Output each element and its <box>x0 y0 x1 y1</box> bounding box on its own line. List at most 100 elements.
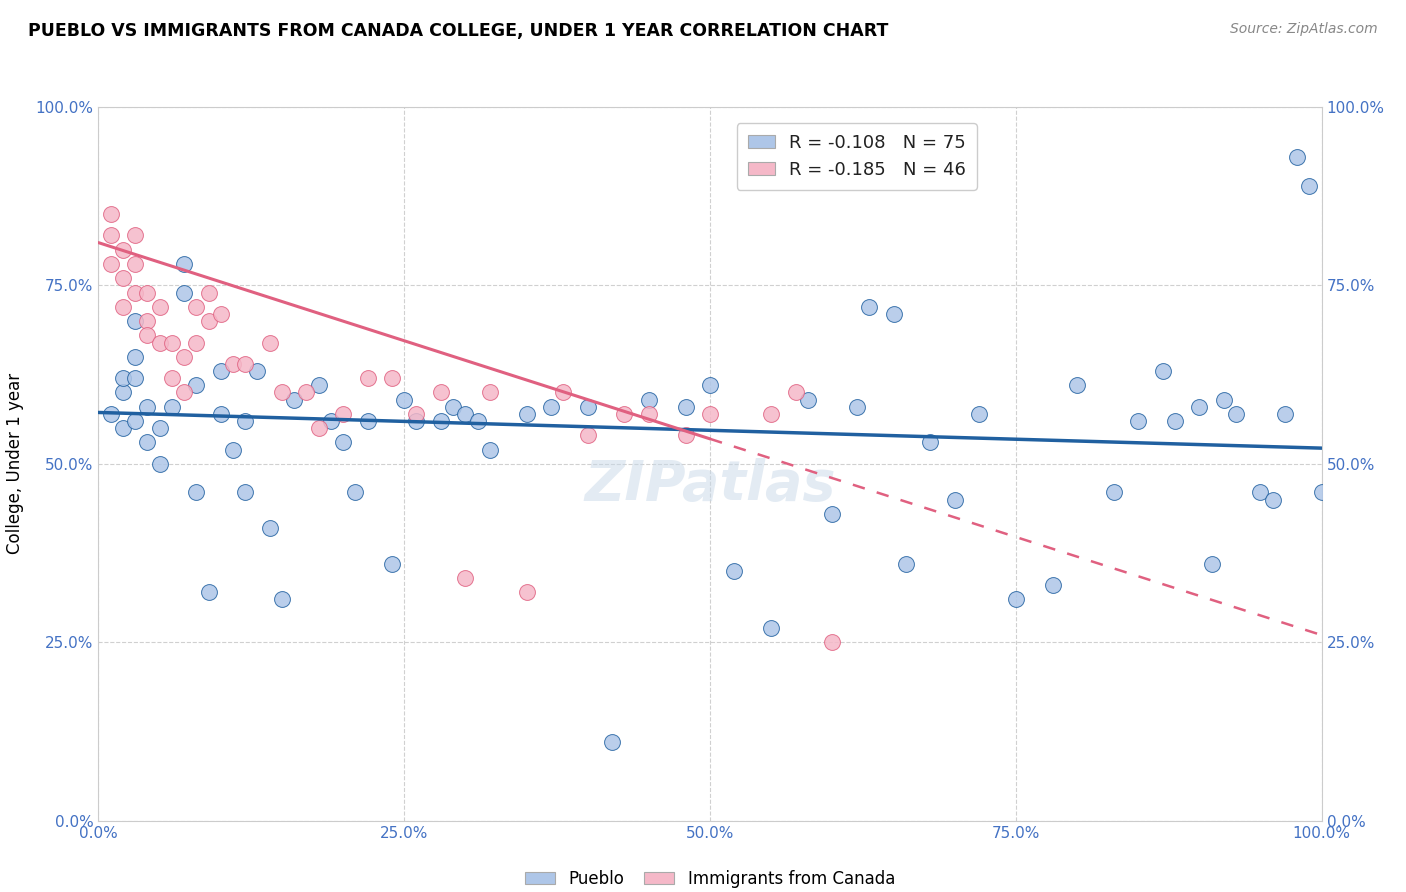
Point <box>283 392 305 407</box>
Text: ZIPatlas: ZIPatlas <box>585 458 835 512</box>
Point <box>246 364 269 378</box>
Point <box>222 357 245 371</box>
Point <box>1298 178 1320 193</box>
Point <box>1225 407 1247 421</box>
Point <box>209 364 232 378</box>
Point <box>111 371 134 385</box>
Point <box>259 521 281 535</box>
Point <box>100 257 122 271</box>
Point <box>761 407 783 421</box>
Point <box>186 378 208 392</box>
Point <box>430 414 453 428</box>
Point <box>136 314 159 328</box>
Point <box>124 285 146 300</box>
Point <box>100 207 122 221</box>
Point <box>111 271 134 285</box>
Point <box>160 371 183 385</box>
Point <box>858 300 880 314</box>
Point <box>1152 364 1174 378</box>
Point <box>467 414 489 428</box>
Point <box>1164 414 1187 428</box>
Point <box>675 400 697 414</box>
Point <box>392 392 416 407</box>
Point <box>100 228 122 243</box>
Point <box>1188 400 1211 414</box>
Point <box>149 457 172 471</box>
Point <box>186 485 208 500</box>
Point <box>233 414 256 428</box>
Point <box>173 285 195 300</box>
Point <box>1128 414 1150 428</box>
Point <box>1274 407 1296 421</box>
Point <box>894 557 917 571</box>
Point <box>920 435 942 450</box>
Point <box>136 328 159 343</box>
Point <box>699 407 721 421</box>
Point <box>441 400 464 414</box>
Point <box>515 585 537 599</box>
Point <box>124 314 146 328</box>
Point <box>149 335 172 350</box>
Text: PUEBLO VS IMMIGRANTS FROM CANADA COLLEGE, UNDER 1 YEAR CORRELATION CHART: PUEBLO VS IMMIGRANTS FROM CANADA COLLEGE… <box>28 22 889 40</box>
Point <box>197 285 219 300</box>
Point <box>699 378 721 392</box>
Point <box>454 407 477 421</box>
Point <box>222 442 245 457</box>
Point <box>136 400 159 414</box>
Point <box>1102 485 1125 500</box>
Point <box>761 621 783 635</box>
Point <box>124 371 146 385</box>
Point <box>1261 492 1284 507</box>
Point <box>638 392 661 407</box>
Point <box>1249 485 1271 500</box>
Point <box>1201 557 1223 571</box>
Y-axis label: College, Under 1 year: College, Under 1 year <box>7 373 24 555</box>
Point <box>111 421 134 435</box>
Point <box>405 407 427 421</box>
Point <box>1286 150 1309 164</box>
Point <box>821 507 844 521</box>
Point <box>967 407 990 421</box>
Point <box>821 635 844 649</box>
Point <box>478 442 501 457</box>
Point <box>173 385 195 400</box>
Point <box>675 428 697 442</box>
Point <box>173 350 195 364</box>
Point <box>160 335 183 350</box>
Point <box>845 400 868 414</box>
Point <box>100 407 122 421</box>
Point <box>149 300 172 314</box>
Point <box>295 385 318 400</box>
Point <box>576 400 599 414</box>
Point <box>883 307 905 321</box>
Text: Source: ZipAtlas.com: Source: ZipAtlas.com <box>1230 22 1378 37</box>
Point <box>197 314 219 328</box>
Point <box>173 257 195 271</box>
Point <box>136 435 159 450</box>
Point <box>1310 485 1333 500</box>
Point <box>356 371 378 385</box>
Point <box>136 285 159 300</box>
Point <box>111 243 134 257</box>
Point <box>1004 592 1026 607</box>
Point <box>613 407 636 421</box>
Point <box>785 385 807 400</box>
Point <box>186 335 208 350</box>
Point <box>124 228 146 243</box>
Point <box>1042 578 1064 592</box>
Point <box>430 385 453 400</box>
Point <box>319 414 342 428</box>
Point <box>723 564 745 578</box>
Point <box>356 414 378 428</box>
Point <box>270 385 294 400</box>
Point <box>186 300 208 314</box>
Point <box>308 378 330 392</box>
Point <box>111 385 134 400</box>
Point <box>540 400 562 414</box>
Point <box>233 357 256 371</box>
Point <box>576 428 599 442</box>
Point <box>124 414 146 428</box>
Point <box>209 407 232 421</box>
Point <box>124 350 146 364</box>
Point <box>124 257 146 271</box>
